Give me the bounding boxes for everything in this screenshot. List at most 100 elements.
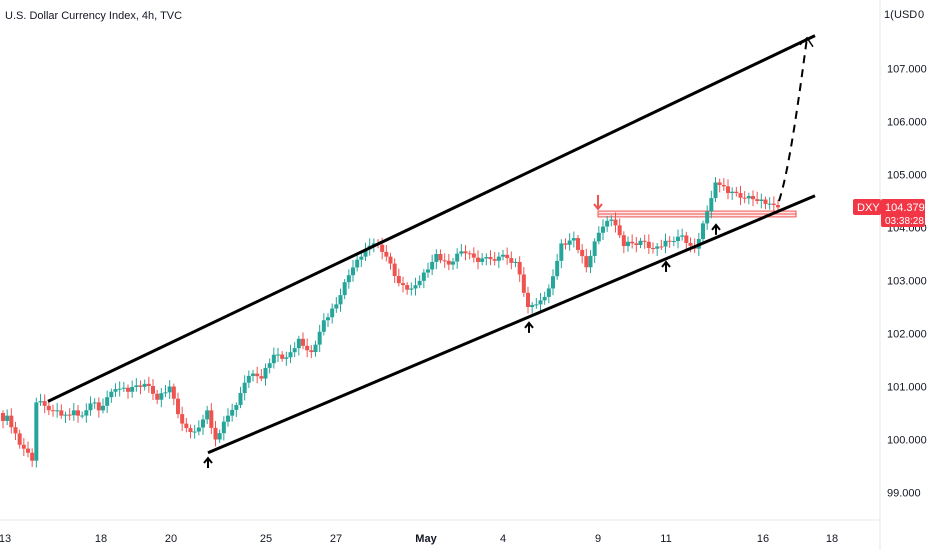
candle-down bbox=[776, 199, 780, 211]
candle-up bbox=[334, 297, 339, 313]
candle-down bbox=[21, 437, 26, 457]
candle-body bbox=[109, 391, 114, 398]
candle-up bbox=[601, 219, 605, 241]
candle-body bbox=[480, 258, 485, 262]
candle-body bbox=[301, 338, 305, 346]
candle-down bbox=[463, 245, 468, 261]
candle-down bbox=[742, 191, 747, 204]
candle-body bbox=[467, 253, 472, 255]
candle-body bbox=[755, 199, 760, 201]
candle-body bbox=[551, 276, 555, 289]
candle-body bbox=[409, 288, 414, 290]
projection-dashed-line[interactable] bbox=[778, 37, 808, 202]
candle-up bbox=[163, 384, 168, 398]
candle-body bbox=[284, 357, 289, 359]
time-tick-label: 18 bbox=[95, 533, 107, 545]
candle-up bbox=[142, 379, 147, 391]
candle-body bbox=[501, 254, 505, 257]
candle-body bbox=[659, 246, 664, 248]
candle-body bbox=[742, 197, 747, 199]
candle-down bbox=[17, 429, 22, 449]
candle-up bbox=[501, 250, 505, 261]
candle-up bbox=[234, 402, 239, 417]
candle-body bbox=[313, 344, 318, 353]
candle-body bbox=[563, 243, 568, 245]
price-tick-label: 103.000 bbox=[887, 276, 927, 288]
candle-body bbox=[117, 388, 122, 390]
candle-body bbox=[138, 385, 143, 387]
candle-down bbox=[188, 424, 193, 439]
candle-down bbox=[9, 408, 14, 434]
candle-body bbox=[5, 415, 10, 421]
candle-body bbox=[380, 244, 385, 252]
channel-upper-line[interactable] bbox=[47, 34, 816, 403]
candle-body bbox=[296, 338, 301, 349]
candle-body bbox=[576, 238, 580, 250]
candle-body bbox=[234, 405, 239, 410]
candle-body bbox=[121, 387, 126, 389]
candle-body bbox=[34, 402, 39, 461]
candle-body bbox=[213, 427, 218, 440]
candle-body bbox=[1, 413, 5, 421]
candle-body bbox=[705, 211, 710, 224]
candle-body bbox=[384, 251, 389, 257]
time-tick-label: 20 bbox=[165, 533, 177, 545]
candle-down bbox=[384, 244, 389, 262]
candle-down bbox=[301, 332, 305, 350]
candle-body bbox=[488, 257, 493, 260]
candle-body bbox=[413, 285, 418, 289]
candle-body bbox=[509, 258, 514, 263]
price-tick-label: 107.000 bbox=[887, 64, 927, 76]
candle-up bbox=[559, 239, 564, 269]
candle-body bbox=[717, 182, 722, 185]
currency-menu-icon[interactable]: 0 bbox=[918, 9, 924, 21]
candle-down bbox=[751, 190, 755, 207]
candle-body bbox=[42, 401, 47, 406]
candle-up bbox=[605, 215, 610, 232]
candle-body bbox=[526, 292, 530, 307]
resistance-zone[interactable] bbox=[597, 210, 797, 218]
currency-label[interactable]: USD bbox=[894, 9, 917, 21]
channel-lower-line[interactable] bbox=[207, 194, 816, 455]
candle-up bbox=[246, 370, 251, 388]
candle-body bbox=[484, 257, 489, 259]
candle-body bbox=[134, 385, 139, 387]
candle-body bbox=[342, 282, 347, 296]
marker-head bbox=[524, 321, 534, 329]
candle-body bbox=[76, 410, 80, 416]
candle-body bbox=[330, 308, 335, 318]
candle-body bbox=[305, 345, 310, 351]
candle-down bbox=[67, 408, 72, 421]
candle-body bbox=[63, 414, 68, 416]
trend-channel[interactable] bbox=[47, 34, 816, 455]
candles-group bbox=[1, 177, 780, 468]
candle-body bbox=[446, 260, 451, 265]
candle-up bbox=[88, 396, 93, 416]
candle-body bbox=[596, 232, 601, 242]
candle-body bbox=[267, 363, 272, 368]
candle-body bbox=[738, 193, 743, 198]
candle-body bbox=[38, 401, 43, 403]
candle-up bbox=[713, 177, 718, 202]
candle-up bbox=[663, 233, 668, 254]
candle-body bbox=[184, 423, 189, 429]
candle-body bbox=[505, 254, 510, 259]
candle-down bbox=[405, 282, 410, 295]
candle-body bbox=[442, 260, 447, 262]
candle-down bbox=[492, 252, 497, 266]
candle-body bbox=[238, 393, 243, 406]
candle-body bbox=[55, 410, 60, 412]
candle-body bbox=[271, 354, 276, 364]
candle-body bbox=[230, 409, 235, 416]
candle-body bbox=[180, 414, 185, 424]
candle-up bbox=[609, 215, 614, 227]
candle-body bbox=[421, 272, 426, 281]
candle-body bbox=[46, 405, 51, 411]
candle-up bbox=[130, 380, 135, 398]
candle-body bbox=[221, 421, 226, 434]
candle-up bbox=[759, 193, 764, 209]
candle-body bbox=[613, 219, 618, 226]
candle-down bbox=[309, 345, 314, 359]
candle-body bbox=[176, 398, 180, 415]
